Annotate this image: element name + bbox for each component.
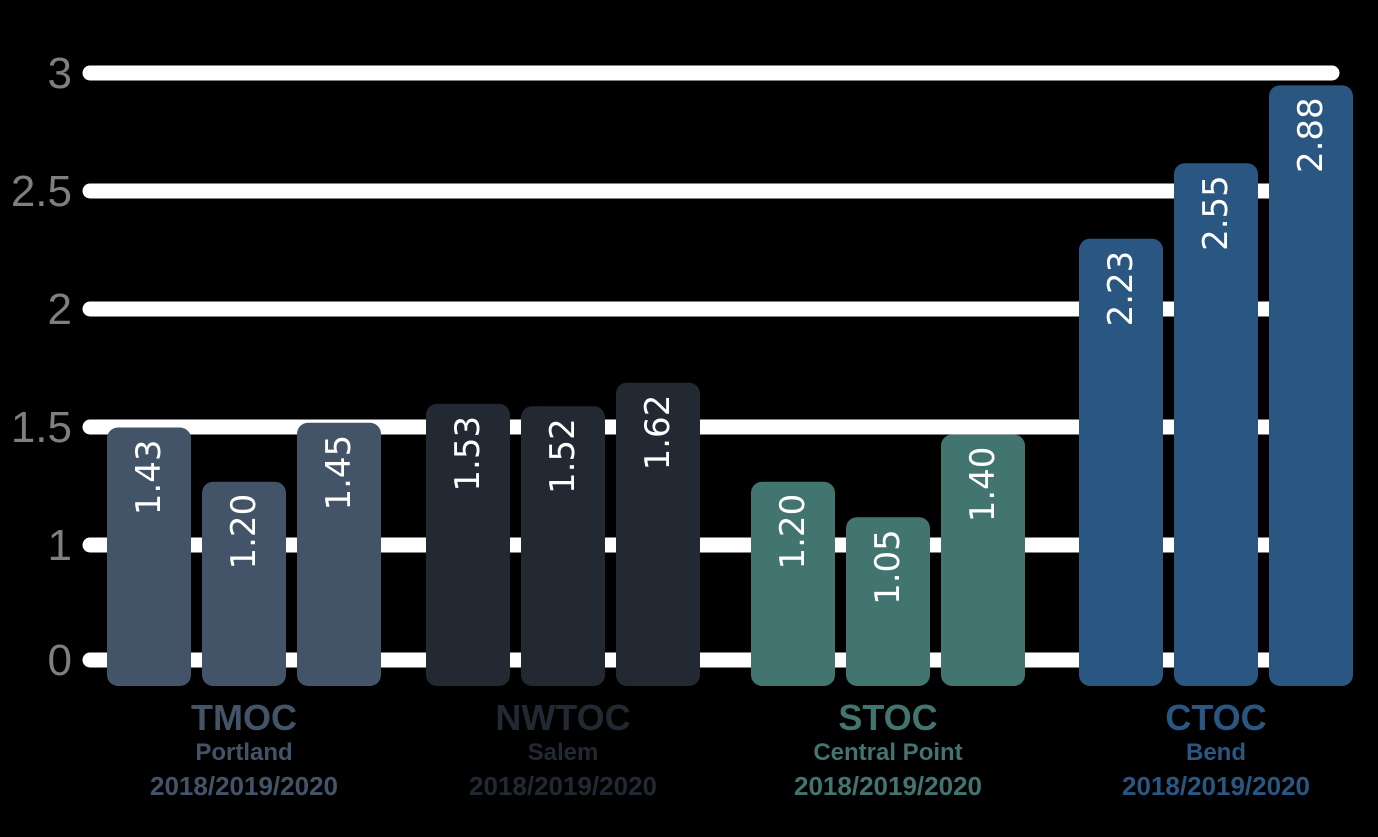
group-location-label: Bend	[1186, 739, 1246, 766]
group-location-label: Portland	[195, 739, 292, 766]
bars: 1.43 1.20 1.45 1.53 1.52 1.62 1.20 1.05 1.40 2.23…	[107, 85, 1353, 686]
bar-value-label: 1.43	[129, 440, 169, 516]
group-name-label: CTOC	[1165, 697, 1266, 738]
group-years-label: 2018/2019/2020	[794, 771, 982, 801]
y-tick-label: 3	[48, 49, 72, 98]
group-location-label: Central Point	[813, 739, 962, 766]
group-name-label: TMOC	[191, 697, 297, 738]
bar-value-label: 1.45	[319, 435, 359, 511]
bar-value-label: 2.55	[1196, 175, 1236, 251]
bar	[1269, 85, 1353, 686]
group-name-label: STOC	[838, 697, 937, 738]
bar-value-label: 1.62	[638, 395, 678, 471]
bar	[107, 427, 191, 686]
bar-value-label: 1.05	[868, 529, 908, 605]
bar-value-label: 2.23	[1101, 251, 1141, 327]
bar	[297, 422, 381, 686]
bar-value-label: 1.20	[224, 494, 264, 570]
group-years-label: 2018/2019/2020	[150, 771, 338, 801]
bar	[751, 481, 835, 686]
bar-value-label: 1.40	[963, 447, 1003, 523]
y-tick-label: 1	[48, 521, 72, 570]
bar	[426, 403, 510, 686]
bar	[846, 517, 930, 686]
y-axis-ticks: 0 1 1.5 2 2.5 3	[11, 49, 72, 685]
bar	[1079, 238, 1163, 686]
y-tick-label: 2.5	[11, 167, 72, 216]
bar	[202, 481, 286, 686]
bar-value-label: 1.20	[773, 494, 813, 570]
bar	[941, 434, 1025, 686]
bar	[616, 382, 700, 686]
y-tick-label: 1.5	[11, 403, 72, 452]
group-name-label: NWTOC	[495, 697, 630, 738]
bar-value-label: 2.88	[1291, 97, 1331, 173]
group-years-label: 2018/2019/2020	[1122, 771, 1310, 801]
group-years-label: 2018/2019/2020	[469, 771, 657, 801]
bar	[521, 406, 605, 686]
bar	[1174, 163, 1258, 686]
bar-value-label: 1.53	[448, 416, 488, 492]
y-tick-label: 2	[48, 285, 72, 334]
group-location-label: Salem	[528, 739, 599, 766]
bar-value-label: 1.52	[543, 418, 583, 494]
y-tick-label: 0	[48, 636, 72, 685]
